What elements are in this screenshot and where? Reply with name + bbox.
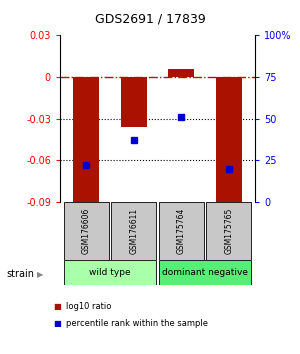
Bar: [64, 202, 109, 260]
Text: wild type: wild type: [89, 268, 131, 277]
Bar: [111, 202, 156, 260]
Text: GSM176611: GSM176611: [129, 208, 138, 254]
Bar: [206, 202, 251, 260]
Text: log10 ratio: log10 ratio: [66, 302, 111, 311]
Bar: [121, 77, 147, 127]
Text: ■: ■: [53, 319, 61, 329]
Bar: [73, 77, 99, 203]
Text: GSM175764: GSM175764: [177, 208, 186, 254]
Text: percentile rank within the sample: percentile rank within the sample: [66, 319, 208, 329]
Text: GSM176606: GSM176606: [82, 208, 91, 254]
Bar: [216, 77, 242, 203]
Text: GDS2691 / 17839: GDS2691 / 17839: [94, 12, 206, 25]
Bar: [159, 260, 251, 285]
Bar: [64, 260, 156, 285]
Bar: [159, 202, 204, 260]
Text: dominant negative: dominant negative: [162, 268, 248, 277]
Bar: [168, 69, 194, 77]
Text: ■: ■: [53, 302, 61, 311]
Text: ▶: ▶: [37, 270, 44, 279]
Text: GSM175765: GSM175765: [224, 208, 233, 254]
Text: strain: strain: [6, 269, 34, 279]
